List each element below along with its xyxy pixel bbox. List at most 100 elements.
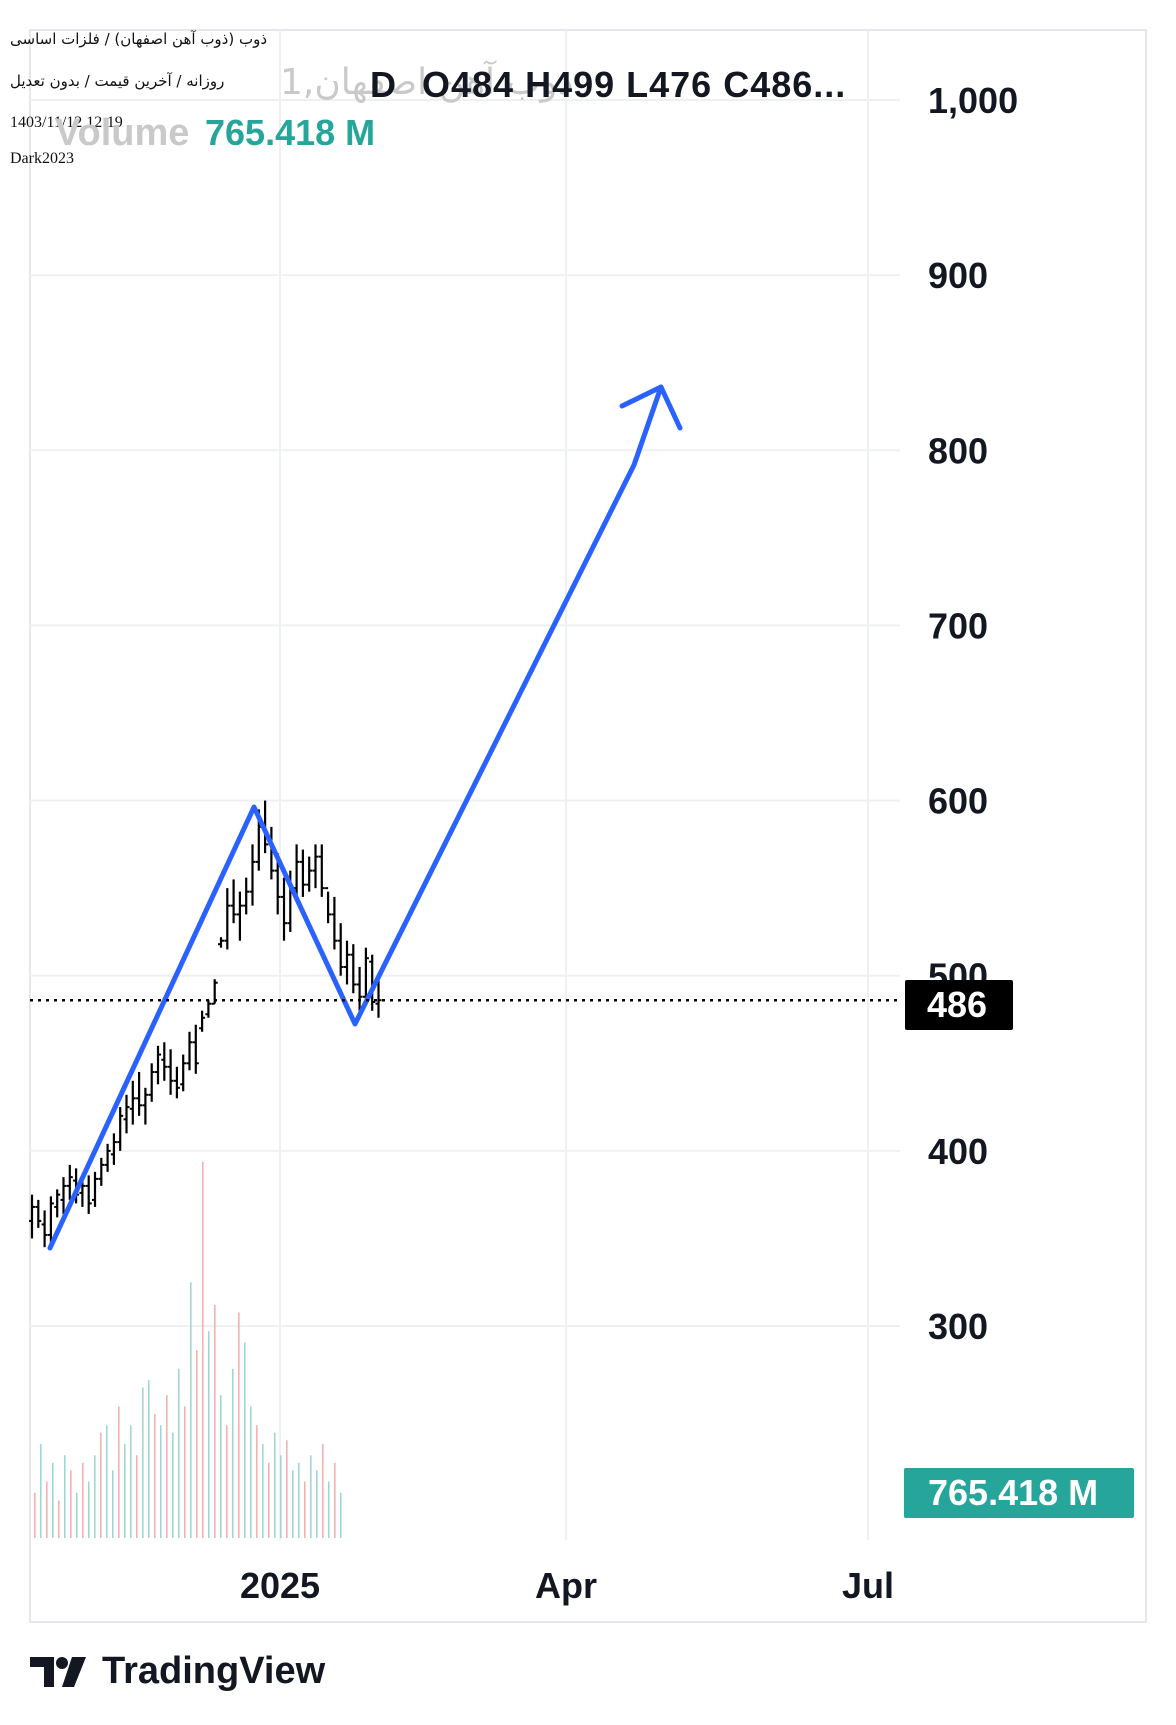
ohlc-bar (325, 887, 332, 924)
volume-tag: 765.418 M (904, 1468, 1134, 1518)
ohlc-bar (362, 947, 369, 1004)
ohlc-bar (186, 1031, 193, 1071)
volume-bar (196, 1350, 198, 1538)
volume-bar (226, 1425, 228, 1538)
ohlc-bar (243, 877, 250, 915)
chart-author: Dark2023 (10, 150, 74, 167)
trend-polyline (47, 384, 664, 1251)
ohlc-bar (155, 1045, 161, 1085)
volume-bar (292, 1470, 294, 1538)
ohlc-bar (129, 1080, 136, 1125)
trend-drawing[interactable] (47, 384, 683, 1251)
y-tick-label: 1,000 (928, 80, 1018, 121)
volume-bar (148, 1380, 150, 1538)
ohlc-bar (375, 977, 382, 1018)
ohlc-bar (369, 954, 376, 1011)
volume-bar (322, 1444, 324, 1538)
volume-bar (88, 1481, 90, 1538)
ohlc-bar (249, 844, 256, 906)
ohlc-bar (318, 844, 325, 897)
ohlc-bar (199, 1010, 206, 1032)
ohlc-bar (41, 1210, 48, 1248)
volume-bar (304, 1481, 306, 1538)
volume-bar (256, 1425, 258, 1538)
grid (29, 29, 1147, 1623)
ohlc-bar (192, 1024, 199, 1074)
volume-bar (268, 1462, 270, 1538)
volume-bar (340, 1492, 342, 1538)
volume-bar (178, 1368, 180, 1538)
ohlc-bar (35, 1199, 42, 1228)
ohlc-bar (173, 1066, 180, 1099)
volume-bar (166, 1395, 168, 1538)
volume-bar (262, 1444, 264, 1538)
volume-bar (64, 1455, 66, 1538)
ohlc-bar (281, 877, 287, 941)
ohlc-bar (47, 1196, 54, 1248)
volume-bar (190, 1282, 192, 1538)
volume-bar (46, 1481, 48, 1538)
ohlc-bar (148, 1063, 155, 1102)
volume-bar (82, 1462, 84, 1538)
volume-bar (112, 1470, 114, 1538)
volume-bar (70, 1470, 72, 1538)
legend-ohlc: D O484 H499 L476 C486... (370, 64, 846, 106)
volume-bar (172, 1432, 174, 1538)
volume-bar (280, 1455, 282, 1538)
volume-bar (274, 1432, 276, 1538)
legend-volume-label[interactable]: Volume (55, 112, 190, 154)
ohlc-bar (312, 844, 319, 889)
ohlc-bar (356, 966, 363, 1011)
trend-arrowhead (619, 384, 683, 431)
tradingview-logo[interactable]: TradingView (30, 1650, 325, 1693)
ohlc-bar (92, 1171, 98, 1207)
volume-bar (298, 1462, 300, 1538)
chart-frame (29, 29, 1147, 1623)
legend-interval: D (370, 64, 397, 105)
y-tick-label: 400 (928, 1131, 988, 1172)
ohlc-bar (123, 1094, 130, 1134)
y-tick-label: 900 (928, 255, 988, 296)
volume-bar (136, 1455, 138, 1538)
volume-bar (310, 1455, 312, 1538)
volume-bar (184, 1406, 186, 1538)
y-tick-label: 600 (928, 781, 988, 822)
ohlc-bar (117, 1107, 124, 1151)
ohlc-bar (110, 1133, 117, 1165)
x-tick-label: 2025 (240, 1565, 320, 1606)
current-price-tag: 486 (905, 980, 1013, 1030)
legend-symbol[interactable]: ذوب آهن اصفهان,1 (280, 62, 574, 103)
ohlc-bar (236, 891, 243, 941)
volume-bar (40, 1444, 42, 1538)
volume-bar (232, 1368, 234, 1538)
legend-volume-value: 765.418 M (205, 112, 376, 153)
volume-bar (316, 1470, 318, 1538)
volume-bar (202, 1162, 204, 1538)
tradingview-logo-text: TradingView (102, 1650, 326, 1692)
ohlc-bar (299, 849, 306, 897)
ohlc-bar (218, 937, 224, 948)
ohlc-bar (224, 888, 231, 950)
volume-bar (130, 1425, 132, 1538)
ohlc-bar (205, 1000, 212, 1018)
chart-header-line2: روزانه / آخرین قیمت / بدون تعدیل (10, 72, 225, 90)
ohlc-bar (230, 879, 237, 924)
volume-bar (238, 1312, 240, 1538)
ohlc-bar (136, 1072, 143, 1116)
ohlc-bar (98, 1157, 105, 1186)
ohlc-bar (142, 1087, 149, 1125)
y-tick-label: 800 (928, 430, 988, 471)
volume-bar (214, 1304, 216, 1538)
volume-bar (334, 1462, 336, 1538)
volume-bar (244, 1342, 246, 1538)
volume-bar (58, 1500, 60, 1538)
x-tick-label: Jul (842, 1565, 894, 1606)
volume-bar (286, 1440, 288, 1538)
volume-bar (52, 1462, 54, 1538)
ohlc-bar (60, 1177, 67, 1214)
volume-bar (208, 1331, 210, 1538)
volume-bar (76, 1492, 78, 1538)
y-tick-label: 300 (928, 1306, 988, 1347)
ohlc-bar (167, 1049, 174, 1095)
